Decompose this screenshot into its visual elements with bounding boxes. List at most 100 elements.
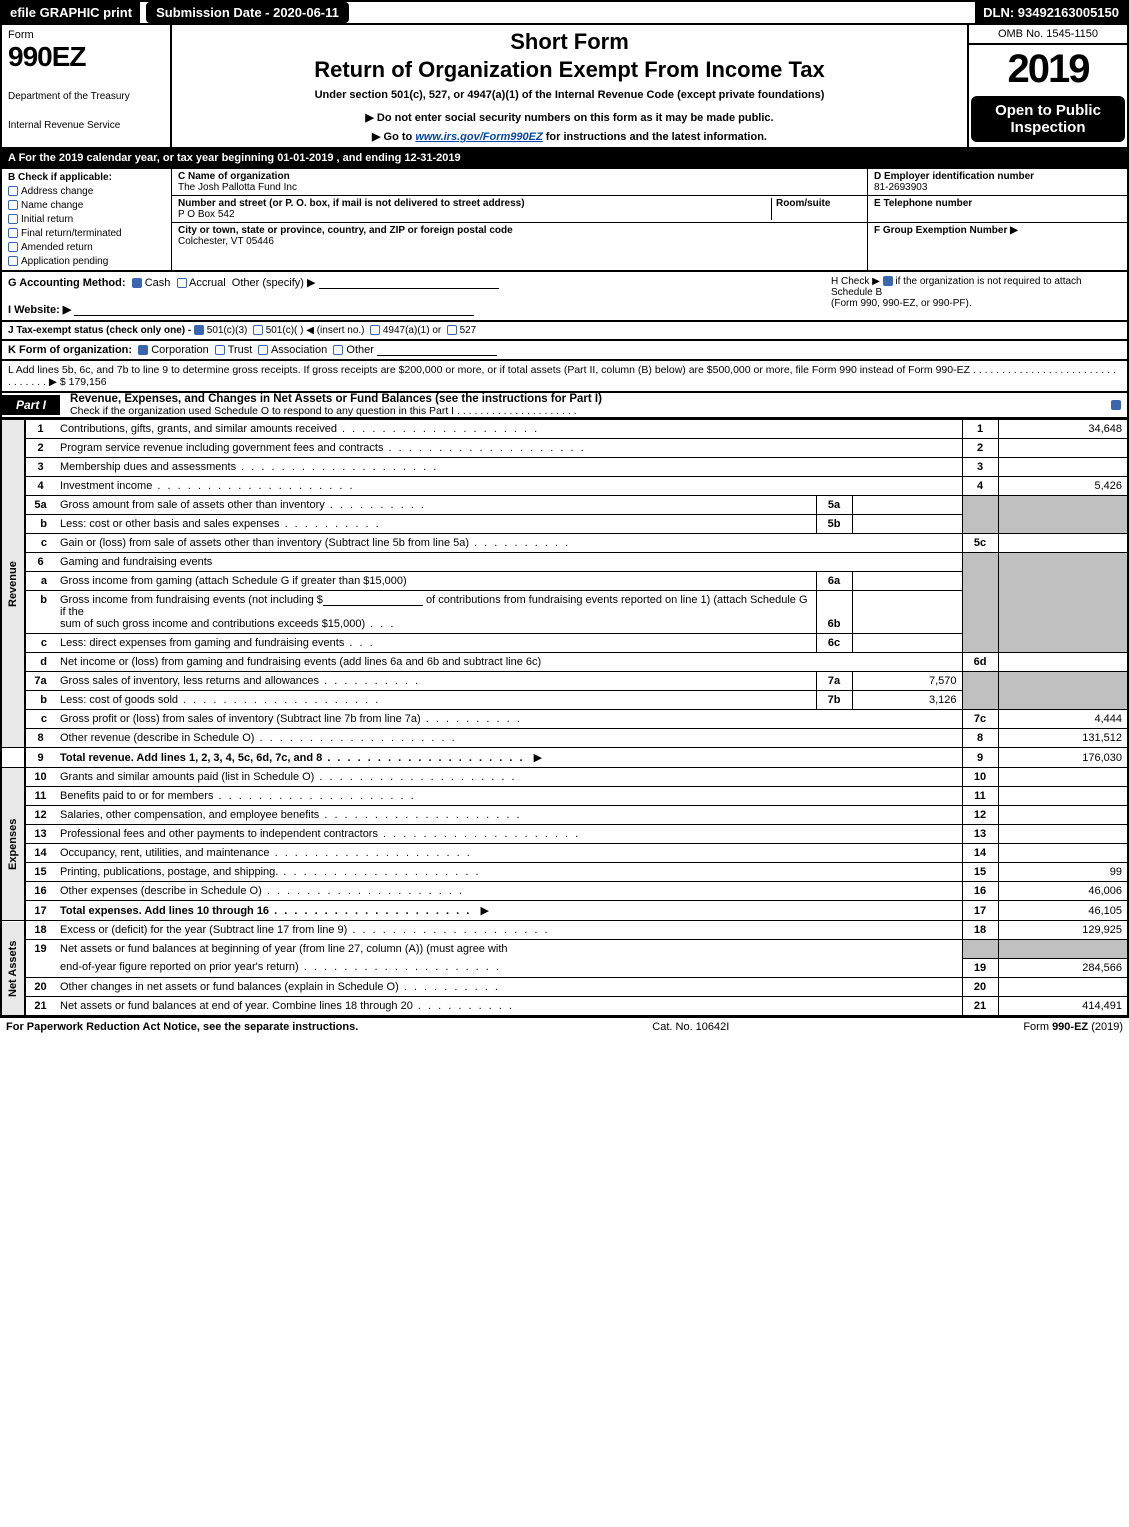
h-pre: H Check ▶: [831, 276, 880, 287]
ln6c-innum: 6c: [816, 634, 852, 653]
ln3-desc: Membership dues and assessments: [60, 461, 438, 473]
lbl-501c: 501(c)( ) ◀ (insert no.): [266, 325, 365, 336]
ln7a-num: 7a: [25, 672, 55, 691]
ln13-outnum: 13: [962, 825, 998, 844]
footer-right-b: 990-EZ: [1052, 1021, 1088, 1033]
ln13-num: 13: [25, 825, 55, 844]
part1-label: Part I: [2, 395, 60, 415]
ln8-desc: Other revenue (describe in Schedule O): [60, 732, 457, 744]
ln6b-innum: 6b: [816, 591, 852, 634]
k-label: K Form of organization:: [8, 344, 132, 356]
ln6d-num: d: [25, 653, 55, 672]
website-input[interactable]: [74, 304, 474, 316]
section-l: L Add lines 5b, 6c, and 7b to line 9 to …: [0, 361, 1129, 393]
l-value: $ 179,156: [60, 376, 107, 388]
footer-right-pre: Form: [1023, 1021, 1052, 1033]
lbl-cash: Cash: [145, 277, 171, 289]
ln1-val: 34,648: [998, 420, 1128, 439]
footer-right-post: (2019): [1088, 1021, 1123, 1033]
ln14-num: 14: [25, 844, 55, 863]
ln17-val: 46,105: [998, 901, 1128, 921]
ln6d-outnum: 6d: [962, 653, 998, 672]
checkbox-corp[interactable]: [138, 345, 148, 355]
ln4-num: 4: [25, 477, 55, 496]
ln18-num: 18: [25, 921, 55, 940]
ln6b-num: b: [25, 591, 55, 634]
part1-header: Part I Revenue, Expenses, and Changes in…: [0, 393, 1129, 419]
checkbox-501c[interactable]: [253, 325, 263, 335]
checkbox-final-return[interactable]: [8, 228, 18, 238]
part1-table: Revenue 1 Contributions, gifts, grants, …: [0, 419, 1129, 1017]
efile-print-button[interactable]: efile GRAPHIC print: [2, 2, 140, 23]
l-text: L Add lines 5b, 6c, and 7b to line 9 to …: [8, 364, 1116, 388]
ln5c-outnum: 5c: [962, 534, 998, 553]
ln7c-desc: Gross profit or (loss) from sales of inv…: [60, 713, 522, 725]
org-name-value: The Josh Pallotta Fund Inc: [178, 182, 861, 193]
shade-7ab-val: [998, 672, 1128, 710]
side-expenses: Expenses: [1, 768, 25, 921]
checkbox-initial-return[interactable]: [8, 214, 18, 224]
part1-title: Revenue, Expenses, and Changes in Net As…: [60, 393, 602, 417]
lbl-final-return: Final return/terminated: [21, 228, 122, 239]
ln19-val: 284,566: [998, 958, 1128, 977]
footer-right: Form 990-EZ (2019): [1023, 1021, 1123, 1033]
ln7b-num: b: [25, 691, 55, 710]
lbl-527: 527: [460, 325, 477, 336]
h-line2: (Form 990, 990-EZ, or 990-PF).: [831, 298, 972, 309]
ln4-outnum: 4: [962, 477, 998, 496]
lbl-app-pending: Application pending: [21, 256, 108, 267]
other-specify-input[interactable]: [319, 277, 499, 289]
ln19-num: 19: [25, 940, 55, 978]
i-label: I Website: ▶: [8, 304, 71, 316]
header-left: Form 990EZ Department of the Treasury In…: [2, 25, 172, 147]
checkbox-accrual[interactable]: [177, 278, 187, 288]
checkbox-trust[interactable]: [215, 345, 225, 355]
subtitle: Under section 501(c), 527, or 4947(a)(1)…: [178, 89, 961, 101]
ln6b-desc3: sum of such gross income and contributio…: [60, 618, 395, 630]
shade-19: [962, 940, 998, 959]
goto-link[interactable]: www.irs.gov/Form990EZ: [415, 131, 542, 143]
checkbox-app-pending[interactable]: [8, 256, 18, 266]
ln6c-inval: [852, 634, 962, 653]
checkbox-address-change[interactable]: [8, 186, 18, 196]
checkbox-assoc[interactable]: [258, 345, 268, 355]
lbl-other-org: Other: [346, 344, 374, 356]
ln16-num: 16: [25, 882, 55, 901]
ln5a-desc: Gross amount from sale of assets other t…: [60, 499, 426, 511]
checkbox-schedule-o[interactable]: [1111, 400, 1121, 410]
ln3-outnum: 3: [962, 458, 998, 477]
checkbox-name-change[interactable]: [8, 200, 18, 210]
ln5b-desc: Less: cost or other basis and sales expe…: [60, 518, 381, 530]
checkbox-other-org[interactable]: [333, 345, 343, 355]
checkbox-cash[interactable]: [132, 278, 142, 288]
ln20-val: [998, 977, 1128, 996]
ln6a-num: a: [25, 572, 55, 591]
ln15-num: 15: [25, 863, 55, 882]
ln12-outnum: 12: [962, 806, 998, 825]
ln8-val: 131,512: [998, 729, 1128, 748]
org-name-label: C Name of organization: [178, 171, 861, 182]
ln10-outnum: 10: [962, 768, 998, 787]
checkbox-amended-return[interactable]: [8, 242, 18, 252]
ln8-num: 8: [25, 729, 55, 748]
ln10-num: 10: [25, 768, 55, 787]
shade-19-val: [998, 940, 1128, 959]
checkbox-527[interactable]: [447, 325, 457, 335]
ln6b-amount-input[interactable]: [323, 594, 423, 606]
lbl-accrual: Accrual: [189, 277, 226, 289]
checkbox-4947[interactable]: [370, 325, 380, 335]
ln13-desc: Professional fees and other payments to …: [60, 828, 580, 840]
ln16-desc: Other expenses (describe in Schedule O): [60, 885, 464, 897]
ln14-outnum: 14: [962, 844, 998, 863]
checkbox-501c3[interactable]: [194, 325, 204, 335]
dln-label: DLN: 93492163005150: [975, 2, 1127, 23]
ln16-outnum: 16: [962, 882, 998, 901]
other-org-input[interactable]: [377, 344, 497, 356]
line-g: G Accounting Method: Cash Accrual Other …: [8, 276, 821, 289]
lbl-trust: Trust: [228, 344, 253, 356]
side-netassets: Net Assets: [1, 921, 25, 1016]
part1-title-text: Revenue, Expenses, and Changes in Net As…: [70, 393, 602, 405]
checkbox-h[interactable]: [883, 276, 893, 286]
lbl-initial-return: Initial return: [21, 214, 73, 225]
ln1-desc: Contributions, gifts, grants, and simila…: [60, 423, 539, 435]
